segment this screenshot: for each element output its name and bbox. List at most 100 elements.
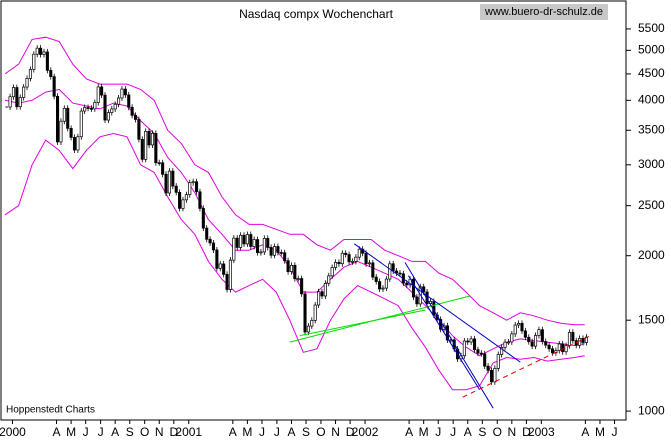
candle [56, 95, 60, 143]
source-box [480, 4, 608, 20]
candle [110, 108, 114, 113]
candle [344, 252, 348, 255]
candle [547, 344, 551, 350]
trend-line [299, 309, 426, 337]
candle [249, 234, 253, 247]
candle [232, 237, 236, 261]
candle [286, 260, 290, 272]
candle [486, 365, 490, 371]
candle [272, 246, 277, 256]
plot-frame [0, 0, 627, 421]
candle [245, 234, 249, 245]
candle [320, 291, 324, 297]
y-tick-label: 1000 [638, 403, 665, 417]
candle [534, 335, 538, 347]
x-tick-label: A [229, 425, 237, 439]
candle [113, 103, 117, 110]
candle [476, 349, 480, 354]
candle [330, 267, 334, 277]
candle [517, 323, 521, 326]
candle [527, 336, 531, 343]
candle [489, 370, 494, 383]
x-tick-label: S [126, 425, 134, 439]
chart-title: Nasdaq compx Wochenchart [239, 7, 394, 21]
candle [415, 296, 419, 305]
candle [371, 262, 375, 278]
candle [174, 185, 178, 193]
candle [93, 102, 97, 110]
candle [395, 270, 399, 274]
candle [106, 112, 110, 121]
source: www.buero-dr-schulz.de [484, 6, 603, 18]
candle [215, 249, 219, 269]
candle [11, 87, 16, 98]
candle [42, 51, 46, 55]
candle [567, 331, 571, 346]
candle [171, 170, 175, 187]
candle [317, 291, 321, 306]
x-tick-label: A [53, 425, 61, 439]
x-tick-label: N [331, 425, 340, 439]
candle [276, 246, 280, 253]
candle [337, 262, 341, 265]
candle [574, 340, 578, 346]
candle [293, 264, 297, 280]
candle [35, 47, 39, 55]
candle [310, 319, 314, 327]
x-tick-label: O [140, 425, 149, 439]
candle [76, 136, 80, 151]
candle [469, 338, 473, 343]
x-tick-label: J [274, 425, 280, 439]
candle [493, 368, 497, 383]
candle [66, 107, 70, 129]
candle [208, 238, 212, 244]
candle [306, 325, 310, 333]
y-tick-label: 5500 [638, 21, 665, 35]
candle [500, 346, 504, 355]
x-tick-label: M [242, 425, 252, 439]
x-tick-label: N [507, 425, 516, 439]
x-tick-label: 2002 [352, 425, 379, 439]
candle [28, 69, 32, 79]
candle [327, 275, 331, 284]
candle [130, 106, 134, 116]
candle [506, 341, 510, 344]
candle [357, 248, 361, 258]
y-tick-label: 5000 [638, 42, 665, 56]
candle [161, 162, 165, 175]
candle [388, 263, 392, 280]
candle [154, 133, 158, 164]
candle [22, 86, 26, 98]
x-tick-label: D [346, 425, 355, 439]
candle [167, 170, 171, 194]
candle [225, 274, 229, 290]
candle [323, 282, 327, 297]
band-line [4, 132, 585, 391]
candle [147, 130, 151, 146]
candle [164, 173, 168, 194]
x-tick-label: A [287, 425, 295, 439]
x-tick-label: 2000 [0, 425, 26, 439]
candle [72, 137, 77, 151]
candle [235, 237, 239, 248]
candle [252, 239, 256, 247]
candle [540, 329, 544, 342]
candle [103, 94, 107, 121]
candle [347, 254, 351, 263]
candle [479, 352, 483, 355]
candle [100, 86, 104, 96]
candle [191, 181, 195, 184]
candle [472, 338, 477, 351]
note: Hoppenstedt Charts [6, 405, 95, 416]
trend-line [462, 334, 592, 398]
candle [39, 47, 43, 55]
candle [503, 341, 507, 348]
x-tick-label: D [522, 425, 531, 439]
candle [123, 88, 127, 96]
candle [510, 333, 514, 343]
y-tick-label: 4000 [638, 92, 665, 106]
candle [283, 252, 287, 262]
candle [411, 278, 416, 298]
x-tick-label: A [111, 425, 119, 439]
